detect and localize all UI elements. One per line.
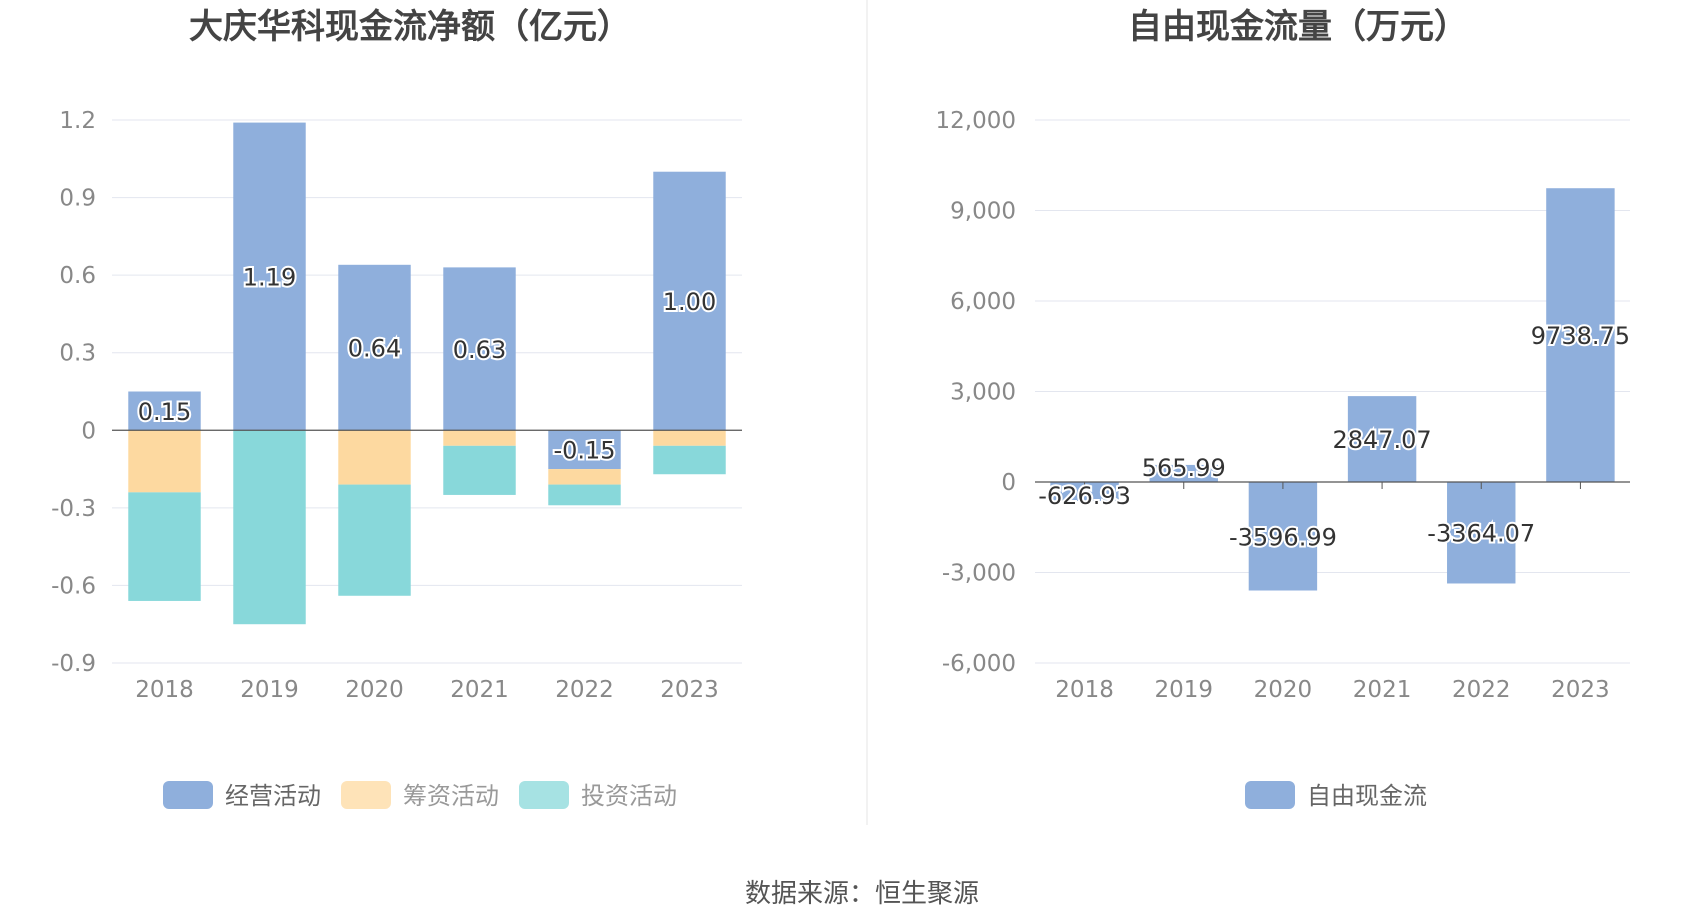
- fcf-y-tick-label: 9,000: [950, 199, 1016, 225]
- cashflow-legend-item[interactable]: 筹资活动: [341, 781, 499, 810]
- fcf-y-tick-label: 12,000: [936, 108, 1016, 134]
- cashflow-legend-swatch: [163, 781, 213, 809]
- cashflow-bar-primary: [338, 264, 411, 431]
- cashflow-legend-swatch: [519, 781, 569, 809]
- cashflow-bar-series-2: [653, 445, 726, 475]
- cashflow-data-label: 0.64: [348, 335, 401, 363]
- cashflow-bar-series-1: [548, 469, 621, 485]
- cashflow-bar-primary: [443, 267, 516, 431]
- fcf-y-tick-label: -3,000: [942, 561, 1016, 587]
- cashflow-x-tick-label: 2020: [345, 677, 404, 703]
- cashflow-x-tick-label: 2019: [240, 677, 299, 703]
- cashflow-y-tick-label: -0.6: [51, 573, 96, 599]
- cashflow-y-tick-label: -0.9: [51, 651, 96, 677]
- cashflow-y-tick-label: 0: [81, 418, 96, 444]
- cashflow-data-label: 0.15: [138, 398, 191, 426]
- cashflow-x-tick-label: 2023: [660, 677, 719, 703]
- cashflow-legend-label: 经营活动: [225, 782, 321, 810]
- cashflow-legend-label: 投资活动: [581, 782, 677, 810]
- cashflow-x-tick-label: 2018: [135, 677, 194, 703]
- cashflow-bar-primary: [128, 391, 201, 431]
- cashflow-bar-series-1: [653, 430, 726, 446]
- cashflow-data-label: -0.15: [553, 437, 615, 465]
- cashflow-data-label: 0.63: [453, 336, 506, 364]
- cashflow-bar-primary: [233, 122, 306, 431]
- cashflow-bar-series-2: [233, 430, 306, 625]
- cashflow-y-tick-label: 0.3: [59, 341, 96, 367]
- cashflow-bar-series-2: [443, 445, 516, 495]
- cashflow-x-tick-label: 2022: [555, 677, 614, 703]
- fcf-bar-primary: [1050, 482, 1119, 501]
- fcf-data-label: -626.93: [1038, 482, 1131, 510]
- data-source: 数据来源：恒生聚源: [745, 879, 979, 909]
- cashflow-legend-swatch: [341, 781, 391, 809]
- fcf-x-tick-label: 2022: [1452, 677, 1511, 703]
- fcf-x-tick-label: 2020: [1254, 677, 1313, 703]
- cashflow-y-tick-label: 0.9: [59, 186, 96, 212]
- cashflow-bar-primary: [548, 430, 621, 470]
- fcf-x-tick-label: 2023: [1551, 677, 1610, 703]
- cashflow-title: 大庆华科现金流净额（亿元）: [189, 7, 631, 47]
- fcf-legend-item[interactable]: 自由现金流: [1245, 781, 1427, 810]
- cashflow-bar-series-1: [443, 430, 516, 446]
- cashflow-x-tick-label: 2021: [450, 677, 509, 703]
- cashflow-data-label: 1.00: [663, 288, 716, 316]
- fcf-bar-primary: [1248, 482, 1318, 591]
- fcf-y-tick-label: 0: [1001, 470, 1016, 496]
- cashflow-data-label: 1.19: [243, 263, 296, 291]
- fcf-bar-primary: [1546, 188, 1615, 483]
- fcf-legend-swatch: [1245, 781, 1295, 809]
- cashflow-y-tick-label: 1.2: [59, 108, 96, 134]
- cashflow-bar-series-1: [128, 430, 201, 493]
- cashflow-bar-primary: [653, 171, 726, 431]
- cashflow-legend-item[interactable]: 投资活动: [519, 781, 677, 810]
- fcf-y-tick-label: 3,000: [950, 380, 1016, 406]
- cashflow-legend-label: 筹资活动: [403, 782, 499, 810]
- fcf-y-tick-label: 6,000: [950, 289, 1016, 315]
- cashflow-bar-series-1: [338, 430, 411, 485]
- fcf-x-tick-label: 2021: [1353, 677, 1412, 703]
- cashflow-bar-series-2: [548, 484, 621, 506]
- fcf-title: 自由现金流量（万元）: [1128, 7, 1468, 47]
- fcf-legend-label: 自由现金流: [1307, 782, 1427, 810]
- fcf-y-tick-label: -6,000: [942, 651, 1016, 677]
- fcf-data-label: 9738.75: [1531, 322, 1630, 350]
- cashflow-bar-series-2: [128, 492, 201, 601]
- free-cash-flow-chart: 自由现金流量（万元） 12,000 9,000 6,000 3,000 0 -3,000 -6…: [936, 7, 1633, 810]
- fcf-bar-primary: [1447, 482, 1516, 584]
- cashflow-y-tick-label: 0.6: [59, 263, 96, 289]
- fcf-bar-primary: [1149, 464, 1218, 482]
- fcf-data-label: 2847.07: [1332, 426, 1431, 454]
- fcf-data-label: -3364.07: [1427, 520, 1535, 548]
- fcf-bar-primary: [1347, 396, 1417, 482]
- cashflow-legend-item[interactable]: 经营活动: [163, 781, 321, 810]
- cashflow-bar-series-2: [338, 484, 411, 596]
- fcf-x-tick-label: 2019: [1154, 677, 1213, 703]
- cash-flow-net-chart: 大庆华科现金流净额（亿元） 1.2 0.9 0.6 0.3 0 -0.3 -0.6 -0.9 20…: [51, 7, 742, 810]
- fcf-data-label: 565.99: [1142, 454, 1226, 482]
- fcf-x-tick-label: 2018: [1055, 677, 1114, 703]
- fcf-data-label: -3596.99: [1229, 523, 1337, 551]
- cashflow-y-tick-label: -0.3: [51, 496, 96, 522]
